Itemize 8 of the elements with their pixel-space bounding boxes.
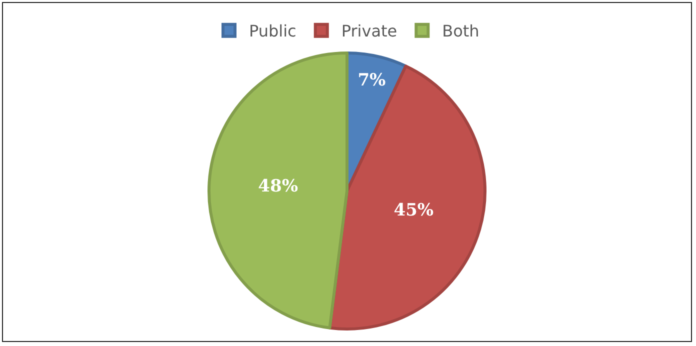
pie-slice <box>328 64 486 330</box>
data-label: 45% <box>394 200 434 220</box>
legend-label: Public <box>249 22 296 41</box>
data-label: 7% <box>358 70 386 90</box>
legend-label: Both <box>442 22 480 41</box>
pie-slice <box>208 52 348 330</box>
legend-label: Private <box>341 22 398 41</box>
data-label: 48% <box>258 176 298 197</box>
